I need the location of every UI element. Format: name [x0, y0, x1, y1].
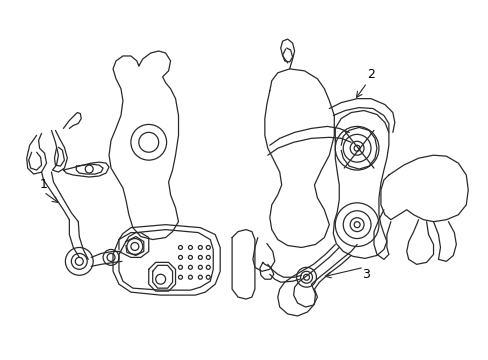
Text: 2: 2	[366, 68, 374, 81]
Text: 3: 3	[362, 268, 369, 281]
Text: 1: 1	[40, 179, 47, 192]
